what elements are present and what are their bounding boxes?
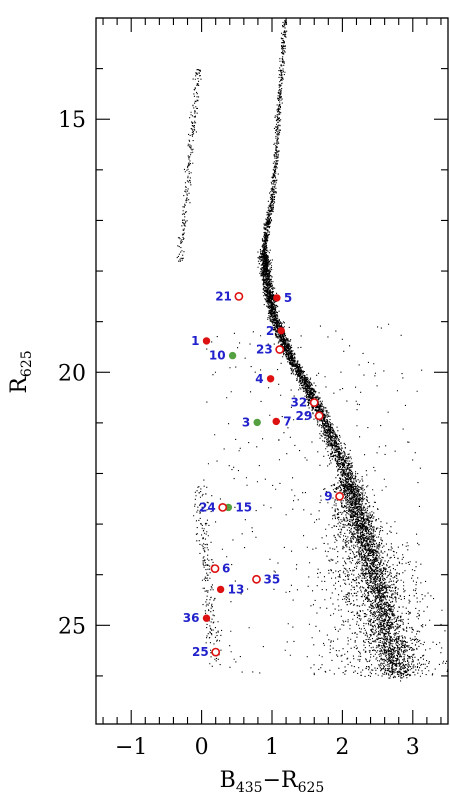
star-marker-open-red <box>252 574 261 584</box>
x-tick-label: 2 <box>335 735 349 760</box>
star-marker-filled-green <box>253 418 261 427</box>
star-id-label: 2 <box>266 324 274 338</box>
star-id-label: 5 <box>284 291 292 305</box>
y-tick-label: 25 <box>58 614 86 639</box>
x-tick-label: −1 <box>115 735 147 760</box>
star-marker-filled-red <box>272 417 280 426</box>
x-axis-label: B435−R625 <box>220 768 325 796</box>
x-tick-label: 3 <box>406 735 420 760</box>
star-marker-filled-red <box>216 585 225 594</box>
star-id-label: 24 <box>199 500 216 514</box>
star-marker-filled-red <box>202 614 211 622</box>
star-marker-open-red <box>218 502 228 512</box>
star-id-label: 29 <box>295 409 312 423</box>
star-id-label: 1 <box>191 334 199 348</box>
star-marker-open-red <box>314 411 324 421</box>
x-tick-label: 0 <box>195 735 209 760</box>
star-id-label: 23 <box>256 343 273 357</box>
star-marker-filled-red <box>266 375 275 383</box>
y-tick-label: 15 <box>58 108 86 133</box>
star-id-label: 4 <box>255 372 263 386</box>
axis-ticks <box>96 17 448 724</box>
star-id-label: 9 <box>324 489 332 503</box>
star-marker-open-red <box>275 345 285 354</box>
field-star-points <box>176 20 449 682</box>
star-id-label: 25 <box>192 645 209 659</box>
star-marker-open-red <box>234 291 244 301</box>
star-marker-filled-red <box>273 294 281 302</box>
star-marker-open-red <box>309 398 319 407</box>
star-marker-filled-red <box>277 327 285 335</box>
y-tick-label: 20 <box>58 361 86 386</box>
star-id-label: 7 <box>283 414 291 428</box>
star-marker-open-red <box>210 564 220 573</box>
star-id-label: 35 <box>264 572 281 586</box>
star-marker-filled-green <box>228 351 237 360</box>
star-id-label: 13 <box>228 582 245 596</box>
star-marker-open-red <box>211 647 221 657</box>
star-id-label: 32 <box>290 396 307 410</box>
x-tick-label: 1 <box>265 735 279 760</box>
field-star-cloud <box>176 20 449 682</box>
star-id-label: 21 <box>215 289 232 303</box>
star-id-label: 10 <box>209 349 226 363</box>
star-id-label: 15 <box>235 500 252 514</box>
star-id-label: 3 <box>242 415 250 429</box>
star-id-label: 36 <box>183 611 200 625</box>
star-marker-filled-red <box>202 337 211 345</box>
star-id-label: 6 <box>222 562 230 576</box>
y-axis-label: R625 <box>7 350 35 393</box>
star-marker-open-red <box>335 491 344 501</box>
